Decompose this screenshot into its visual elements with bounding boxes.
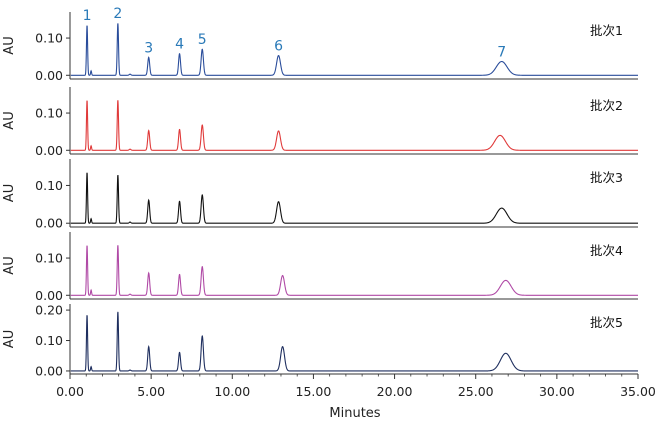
series-trace (70, 245, 638, 296)
x-tick-label: 0.00 (56, 384, 84, 399)
y-tick-label: 0.20 (35, 303, 63, 318)
y-tick-label: 0.00 (35, 143, 63, 158)
panel-2: 0.00 0.10 AU 批次2 (2, 87, 638, 158)
series-trace (70, 311, 638, 372)
y-tick-label: 0.10 (35, 106, 63, 121)
y-tick-label: 0.10 (35, 178, 63, 193)
y-axis-title: AU (2, 256, 17, 274)
y-axis-title: AU (2, 36, 17, 54)
peak-label: 5 (198, 32, 207, 48)
x-tick-label: 10.00 (214, 384, 250, 399)
series-label: 批次5 (590, 315, 623, 330)
panel-5: 0.00 0.10 0.20 AU 批次5 (2, 303, 638, 378)
peak-label: 7 (497, 45, 506, 61)
peak-label: 4 (175, 37, 184, 53)
panel-1: 0.00 0.10 AU 批次1 (2, 12, 638, 83)
panel-3: 0.00 0.10 AU 批次3 (2, 159, 638, 231)
series-label: 批次4 (590, 243, 623, 258)
y-tick-label: 0.00 (35, 68, 63, 83)
peak-label: 1 (83, 8, 92, 24)
y-tick-label: 0.10 (35, 31, 63, 46)
x-tick-label: 30.00 (539, 384, 575, 399)
y-tick-label: 0.00 (35, 363, 63, 378)
series-trace (70, 23, 638, 76)
x-axis-title: Minutes (329, 406, 380, 421)
y-tick-label: 0.10 (35, 251, 63, 266)
panel-4: 0.00 0.10 AU 批次4 (2, 232, 638, 303)
series-trace (70, 100, 638, 151)
y-tick-label: 0.00 (35, 288, 63, 303)
peak-label: 3 (144, 40, 153, 56)
y-axis-title: AU (2, 111, 17, 129)
peak-label: 6 (274, 39, 283, 55)
x-tick-label: 15.00 (296, 384, 332, 399)
x-tick-label: 35.00 (620, 384, 656, 399)
y-axis-title: AU (2, 184, 17, 202)
series-label: 批次1 (590, 23, 623, 38)
peak-label: 2 (113, 6, 122, 22)
x-tick-label: 20.00 (377, 384, 413, 399)
series-trace (70, 172, 638, 224)
series-label: 批次2 (590, 98, 623, 113)
y-tick-label: 0.10 (35, 333, 63, 348)
y-tick-label: 0.00 (35, 216, 63, 231)
x-tick-label: 25.00 (458, 384, 494, 399)
x-axis: 0.00 5.00 10.00 15.00 20.00 25.00 30.00 35.00 (56, 374, 656, 399)
peak-labels: 1 2 3 4 5 6 7 (83, 6, 507, 60)
panels-layer: 0.000.10AU批次10.000.10AU批次20.000.10AU批次30… (2, 12, 638, 378)
x-tick-label: 5.00 (137, 384, 165, 399)
y-axis-title: AU (2, 330, 17, 348)
series-label: 批次3 (590, 170, 623, 185)
